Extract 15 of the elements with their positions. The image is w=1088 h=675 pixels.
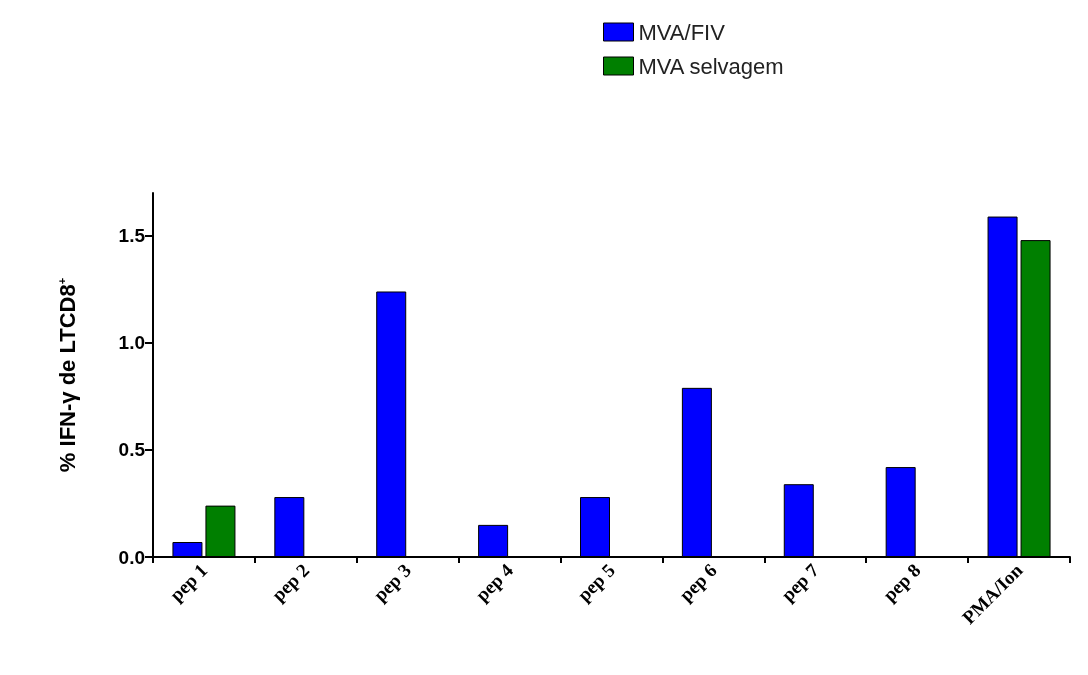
x-tick-label: pep 6 [675,559,721,606]
x-tick-label: pep 4 [471,559,518,606]
x-tick-label: pep 5 [573,559,619,606]
y-tick-label: 0.0 [118,546,145,568]
x-tick-label: pep 2 [267,559,314,606]
x-tick-label: pep 1 [165,559,212,606]
y-axis-title: % IFN-γ de LTCD8+ [54,277,80,473]
y-tick-label: 0.5 [118,439,146,461]
x-tick-label: pep 8 [878,559,925,606]
y-tick-label: 1.0 [118,332,145,354]
legend-label: MVA selvagem [638,53,784,79]
legend-label: MVA/FIV [638,19,726,45]
x-tick-label: pep 3 [369,559,416,606]
y-tick-label: 1.5 [118,225,146,247]
x-tick-label: pep 7 [776,559,824,606]
